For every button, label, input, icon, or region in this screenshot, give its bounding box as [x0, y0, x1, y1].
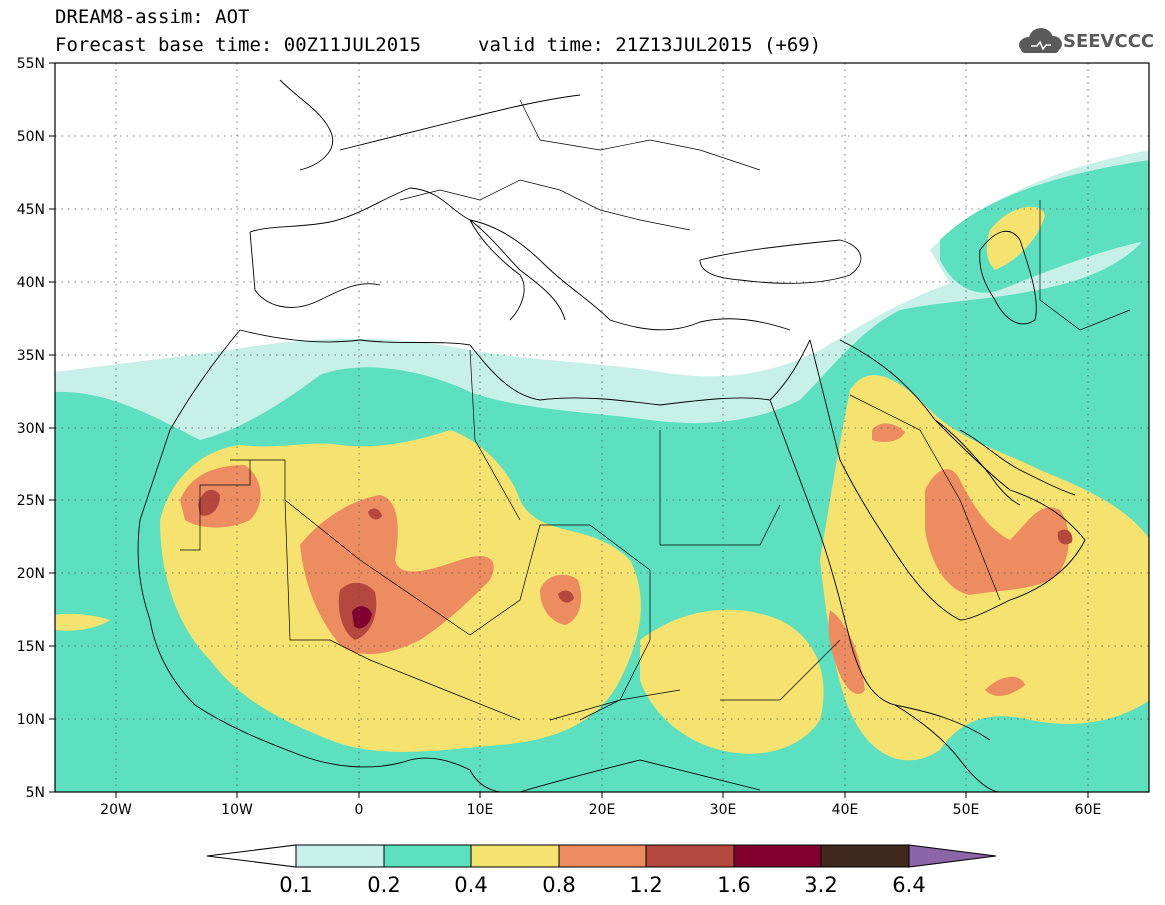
colorbar-low-arrow: [206, 844, 297, 868]
lat-label: 15N: [17, 639, 45, 655]
lon-label: 30E: [710, 802, 737, 818]
logo-text: SEEVCCC: [1063, 31, 1155, 52]
lat-label: 25N: [17, 493, 45, 509]
lon-label: 50E: [953, 802, 980, 818]
lat-label: 5N: [26, 785, 45, 801]
graticule: [55, 63, 1149, 792]
lat-label: 30N: [17, 421, 45, 437]
aot-shading: [55, 150, 1149, 792]
colorbar-label: 3.2: [804, 873, 837, 897]
colorbar-segment: [733, 844, 822, 868]
lon-label: 0: [355, 802, 364, 818]
lon-label: 20E: [589, 802, 616, 818]
colorbar-high-arrow: [908, 844, 997, 868]
lon-label: 10E: [467, 802, 494, 818]
lon-label: 20W: [100, 802, 132, 818]
colorbar-label: 0.1: [279, 873, 312, 897]
colorbar-segment: [558, 844, 647, 868]
colorbar-segment: [470, 844, 560, 868]
lat-label: 20N: [17, 566, 45, 582]
lon-label: 60E: [1075, 802, 1102, 818]
map-title: DREAM8-assim: AOT: [55, 6, 250, 28]
lat-label: 50N: [17, 129, 45, 145]
lat-label: 55N: [17, 56, 45, 72]
colorbar-label: 0.2: [367, 873, 400, 897]
colorbar-label: 1.6: [717, 873, 750, 897]
lat-label: 10N: [17, 712, 45, 728]
colorbar-label: 6.4: [892, 873, 925, 897]
lat-label: 45N: [17, 202, 45, 218]
colorbar-segment: [645, 844, 735, 868]
longitude-labels: 20W 10W 0 10E 20E 30E 40E 50E 60E: [100, 802, 1101, 818]
colorbar-label: 0.8: [542, 873, 575, 897]
cloud-icon: [1019, 28, 1062, 53]
colorbar-segment: [383, 844, 472, 868]
lon-label: 10W: [221, 802, 253, 818]
lon-label: 40E: [832, 802, 859, 818]
lat-label: 40N: [17, 275, 45, 291]
latitude-labels: 5N 10N 15N 20N 25N 30N 35N 40N 45N 50N 5…: [17, 56, 45, 801]
colorbar: 0.1 0.2 0.4 0.8 1.2 1.6 3.2 6.4: [206, 844, 997, 897]
colorbar-label: 1.2: [629, 873, 662, 897]
valid-time: valid time: 21Z13JUL2015 (+69): [478, 34, 822, 56]
country-borders: [180, 99, 1131, 721]
colorbar-label: 0.4: [454, 873, 487, 897]
lat-label: 35N: [17, 348, 45, 364]
forecast-base-time: Forecast base time: 00Z11JUL2015: [55, 34, 422, 56]
coastlines: [137, 79, 1086, 792]
colorbar-segment: [820, 844, 910, 868]
colorbar-segment: [295, 844, 385, 868]
axis-ticks: [49, 62, 1089, 798]
